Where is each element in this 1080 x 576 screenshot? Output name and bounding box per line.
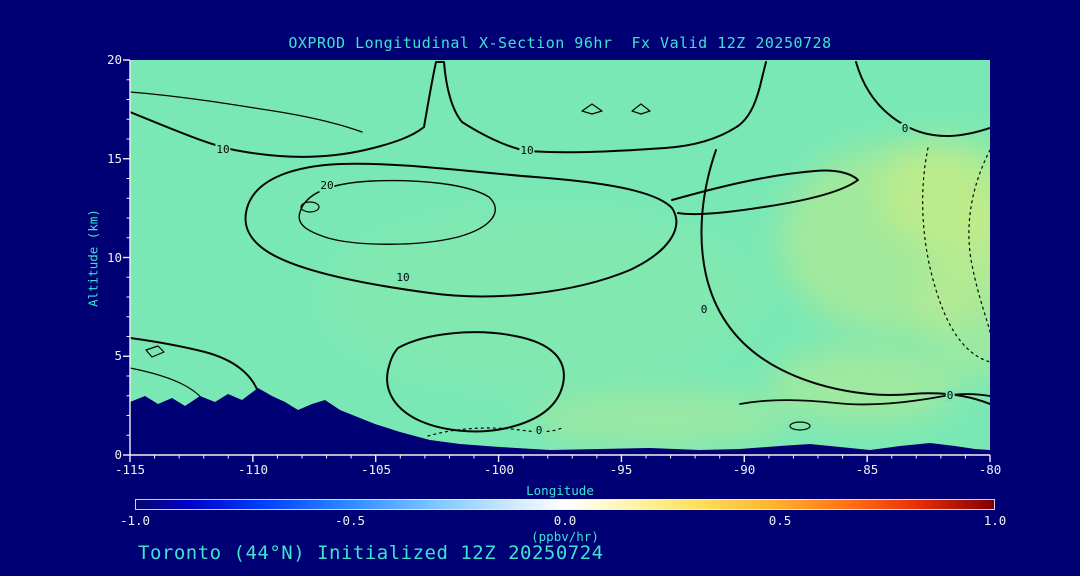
- x-axis-title: Longitude: [526, 483, 594, 498]
- contour-lines: [130, 61, 990, 437]
- x-tick-label: -85: [855, 462, 879, 477]
- y-axis-title: Altitude (km): [85, 209, 101, 307]
- colorbar-units-label: (ppbv/hr): [531, 529, 599, 544]
- contour-label: 0: [534, 424, 544, 437]
- x-tick-label: -95: [609, 462, 633, 477]
- y-tick-label: 10: [106, 250, 122, 265]
- contour-label: 0: [699, 303, 709, 316]
- contour-label: 10: [519, 144, 535, 157]
- x-tick-label: -80: [978, 462, 1002, 477]
- contour-label: 20: [319, 179, 335, 192]
- terrain-silhouette: [130, 388, 990, 455]
- y-tick-label: 20: [106, 52, 122, 67]
- contour-label: 10: [395, 271, 411, 284]
- contour-label: 0: [900, 122, 910, 135]
- x-tick-label: -105: [360, 462, 392, 477]
- axes-and-ticks: [123, 59, 991, 462]
- colorbar-tick-label: 0.5: [768, 513, 792, 528]
- x-tick-label: -115: [114, 462, 146, 477]
- y-tick-label: 15: [106, 151, 122, 166]
- colorbar: [135, 499, 995, 510]
- contour-label: 10: [215, 143, 231, 156]
- colorbar-tick-label: -1.0: [119, 513, 151, 528]
- x-tick-label: -110: [237, 462, 269, 477]
- colorbar-tick-label: -0.5: [334, 513, 366, 528]
- x-tick-label: -90: [732, 462, 756, 477]
- chart-title: OXPROD Longitudinal X-Section 96hr Fx Va…: [288, 34, 832, 52]
- contour-label: 0: [945, 389, 955, 402]
- colorbar-tick-label: 0.0: [553, 513, 577, 528]
- x-tick-label: -100: [483, 462, 515, 477]
- y-tick-label: 0: [114, 447, 122, 462]
- footer-caption: Toronto (44°N) Initialized 12Z 20250724: [138, 542, 604, 564]
- colorbar-tick-label: 1.0: [983, 513, 1007, 528]
- cross-section-plot: [123, 59, 991, 462]
- shading-patches: [320, 140, 990, 446]
- y-tick-label: 5: [114, 348, 122, 363]
